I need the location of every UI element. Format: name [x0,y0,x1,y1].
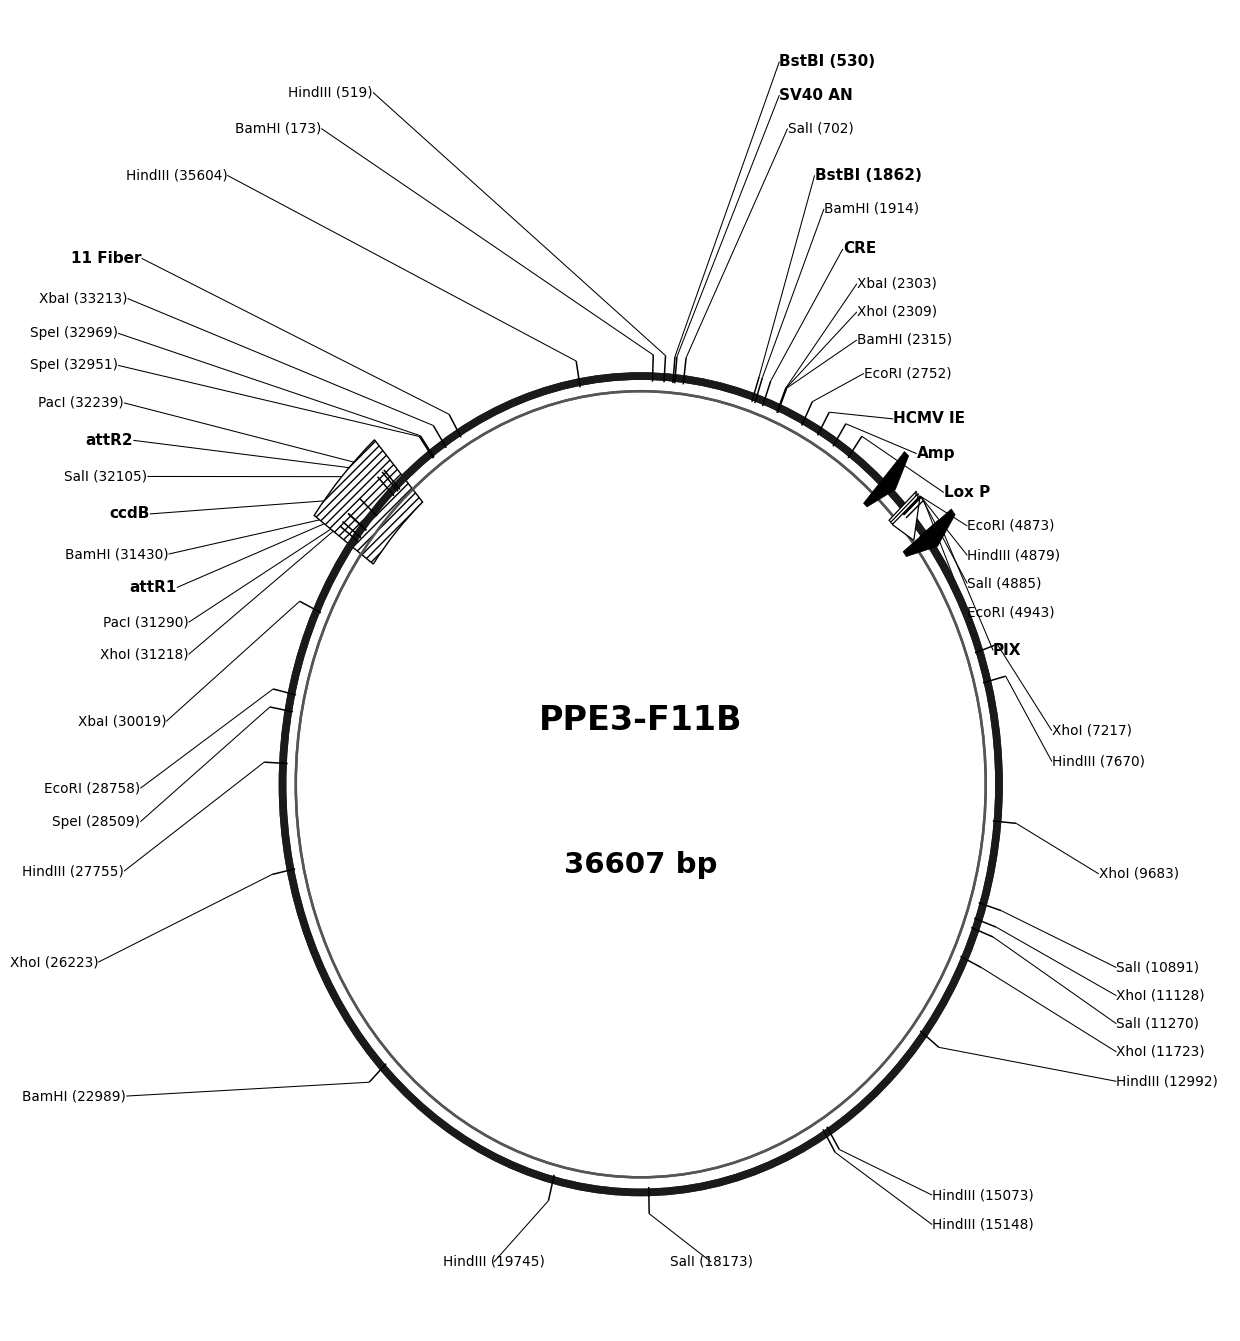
Text: 36607 bp: 36607 bp [564,850,718,878]
Text: HindIII (12992): HindIII (12992) [1116,1074,1219,1089]
Text: SpeI (32969): SpeI (32969) [30,326,118,341]
Text: Amp: Amp [916,447,955,461]
Polygon shape [903,510,955,557]
Text: SalI (18173): SalI (18173) [670,1255,753,1269]
Text: PPE3-F11B: PPE3-F11B [539,704,743,736]
Text: HCMV IE: HCMV IE [893,412,965,426]
Text: XhoI (11723): XhoI (11723) [1116,1045,1205,1059]
Text: PacI (31290): PacI (31290) [103,616,188,629]
Text: BamHI (2315): BamHI (2315) [857,333,952,347]
Text: HindIII (15148): HindIII (15148) [932,1218,1034,1231]
Text: XbaI (2303): XbaI (2303) [857,276,936,291]
Text: EcoRI (2752): EcoRI (2752) [864,366,951,381]
Text: BstBI (530): BstBI (530) [780,54,875,70]
Polygon shape [889,491,916,536]
Text: attR1: attR1 [129,581,177,595]
Text: XhoI (9683): XhoI (9683) [1099,866,1179,881]
Text: SpeI (32951): SpeI (32951) [30,358,118,373]
Text: BamHI (1914): BamHI (1914) [825,201,919,216]
Text: EcoRI (4873): EcoRI (4873) [967,519,1055,532]
Text: HindIII (519): HindIII (519) [289,86,373,99]
Text: EcoRI (28758): EcoRI (28758) [45,782,140,795]
Text: XhoI (31218): XhoI (31218) [100,648,188,661]
Text: HindIII (7670): HindIII (7670) [1052,755,1145,768]
Text: SalI (4885): SalI (4885) [967,577,1042,590]
Text: SalI (11270): SalI (11270) [1116,1016,1199,1031]
Text: PIX: PIX [993,642,1022,658]
Text: BamHI (173): BamHI (173) [234,122,321,135]
Text: BamHI (22989): BamHI (22989) [22,1089,126,1104]
Text: SalI (32105): SalI (32105) [64,469,148,484]
Text: 11 Fiber: 11 Fiber [71,251,141,266]
Text: attR2: attR2 [86,433,134,448]
Text: BstBI (1862): BstBI (1862) [815,168,921,182]
Text: XbaI (30019): XbaI (30019) [78,715,166,728]
Text: SalI (702): SalI (702) [787,122,853,135]
Text: XhoI (26223): XhoI (26223) [10,955,98,970]
Text: HindIII (4879): HindIII (4879) [967,548,1060,562]
Wedge shape [314,440,423,565]
Text: HindIII (27755): HindIII (27755) [22,864,124,878]
Text: ccdB: ccdB [109,507,150,522]
Text: PacI (32239): PacI (32239) [38,396,124,410]
Polygon shape [893,496,920,540]
Text: XhoI (11128): XhoI (11128) [1116,988,1205,1003]
Text: SV40 AN: SV40 AN [780,87,853,102]
Text: HindIII (19745): HindIII (19745) [443,1255,544,1269]
Polygon shape [863,452,909,507]
Polygon shape [890,493,919,538]
Text: XhoI (2309): XhoI (2309) [857,304,937,319]
Text: CRE: CRE [843,241,875,256]
Text: HindIII (15073): HindIII (15073) [932,1188,1034,1202]
Text: SpeI (28509): SpeI (28509) [52,815,140,829]
Text: XbaI (33213): XbaI (33213) [38,291,128,306]
Text: Lox P: Lox P [944,485,990,500]
Text: EcoRI (4943): EcoRI (4943) [967,606,1055,620]
Text: XhoI (7217): XhoI (7217) [1052,724,1132,738]
Text: HindIII (35604): HindIII (35604) [125,169,227,182]
Text: BamHI (31430): BamHI (31430) [64,547,169,561]
Text: SalI (10891): SalI (10891) [1116,960,1199,975]
